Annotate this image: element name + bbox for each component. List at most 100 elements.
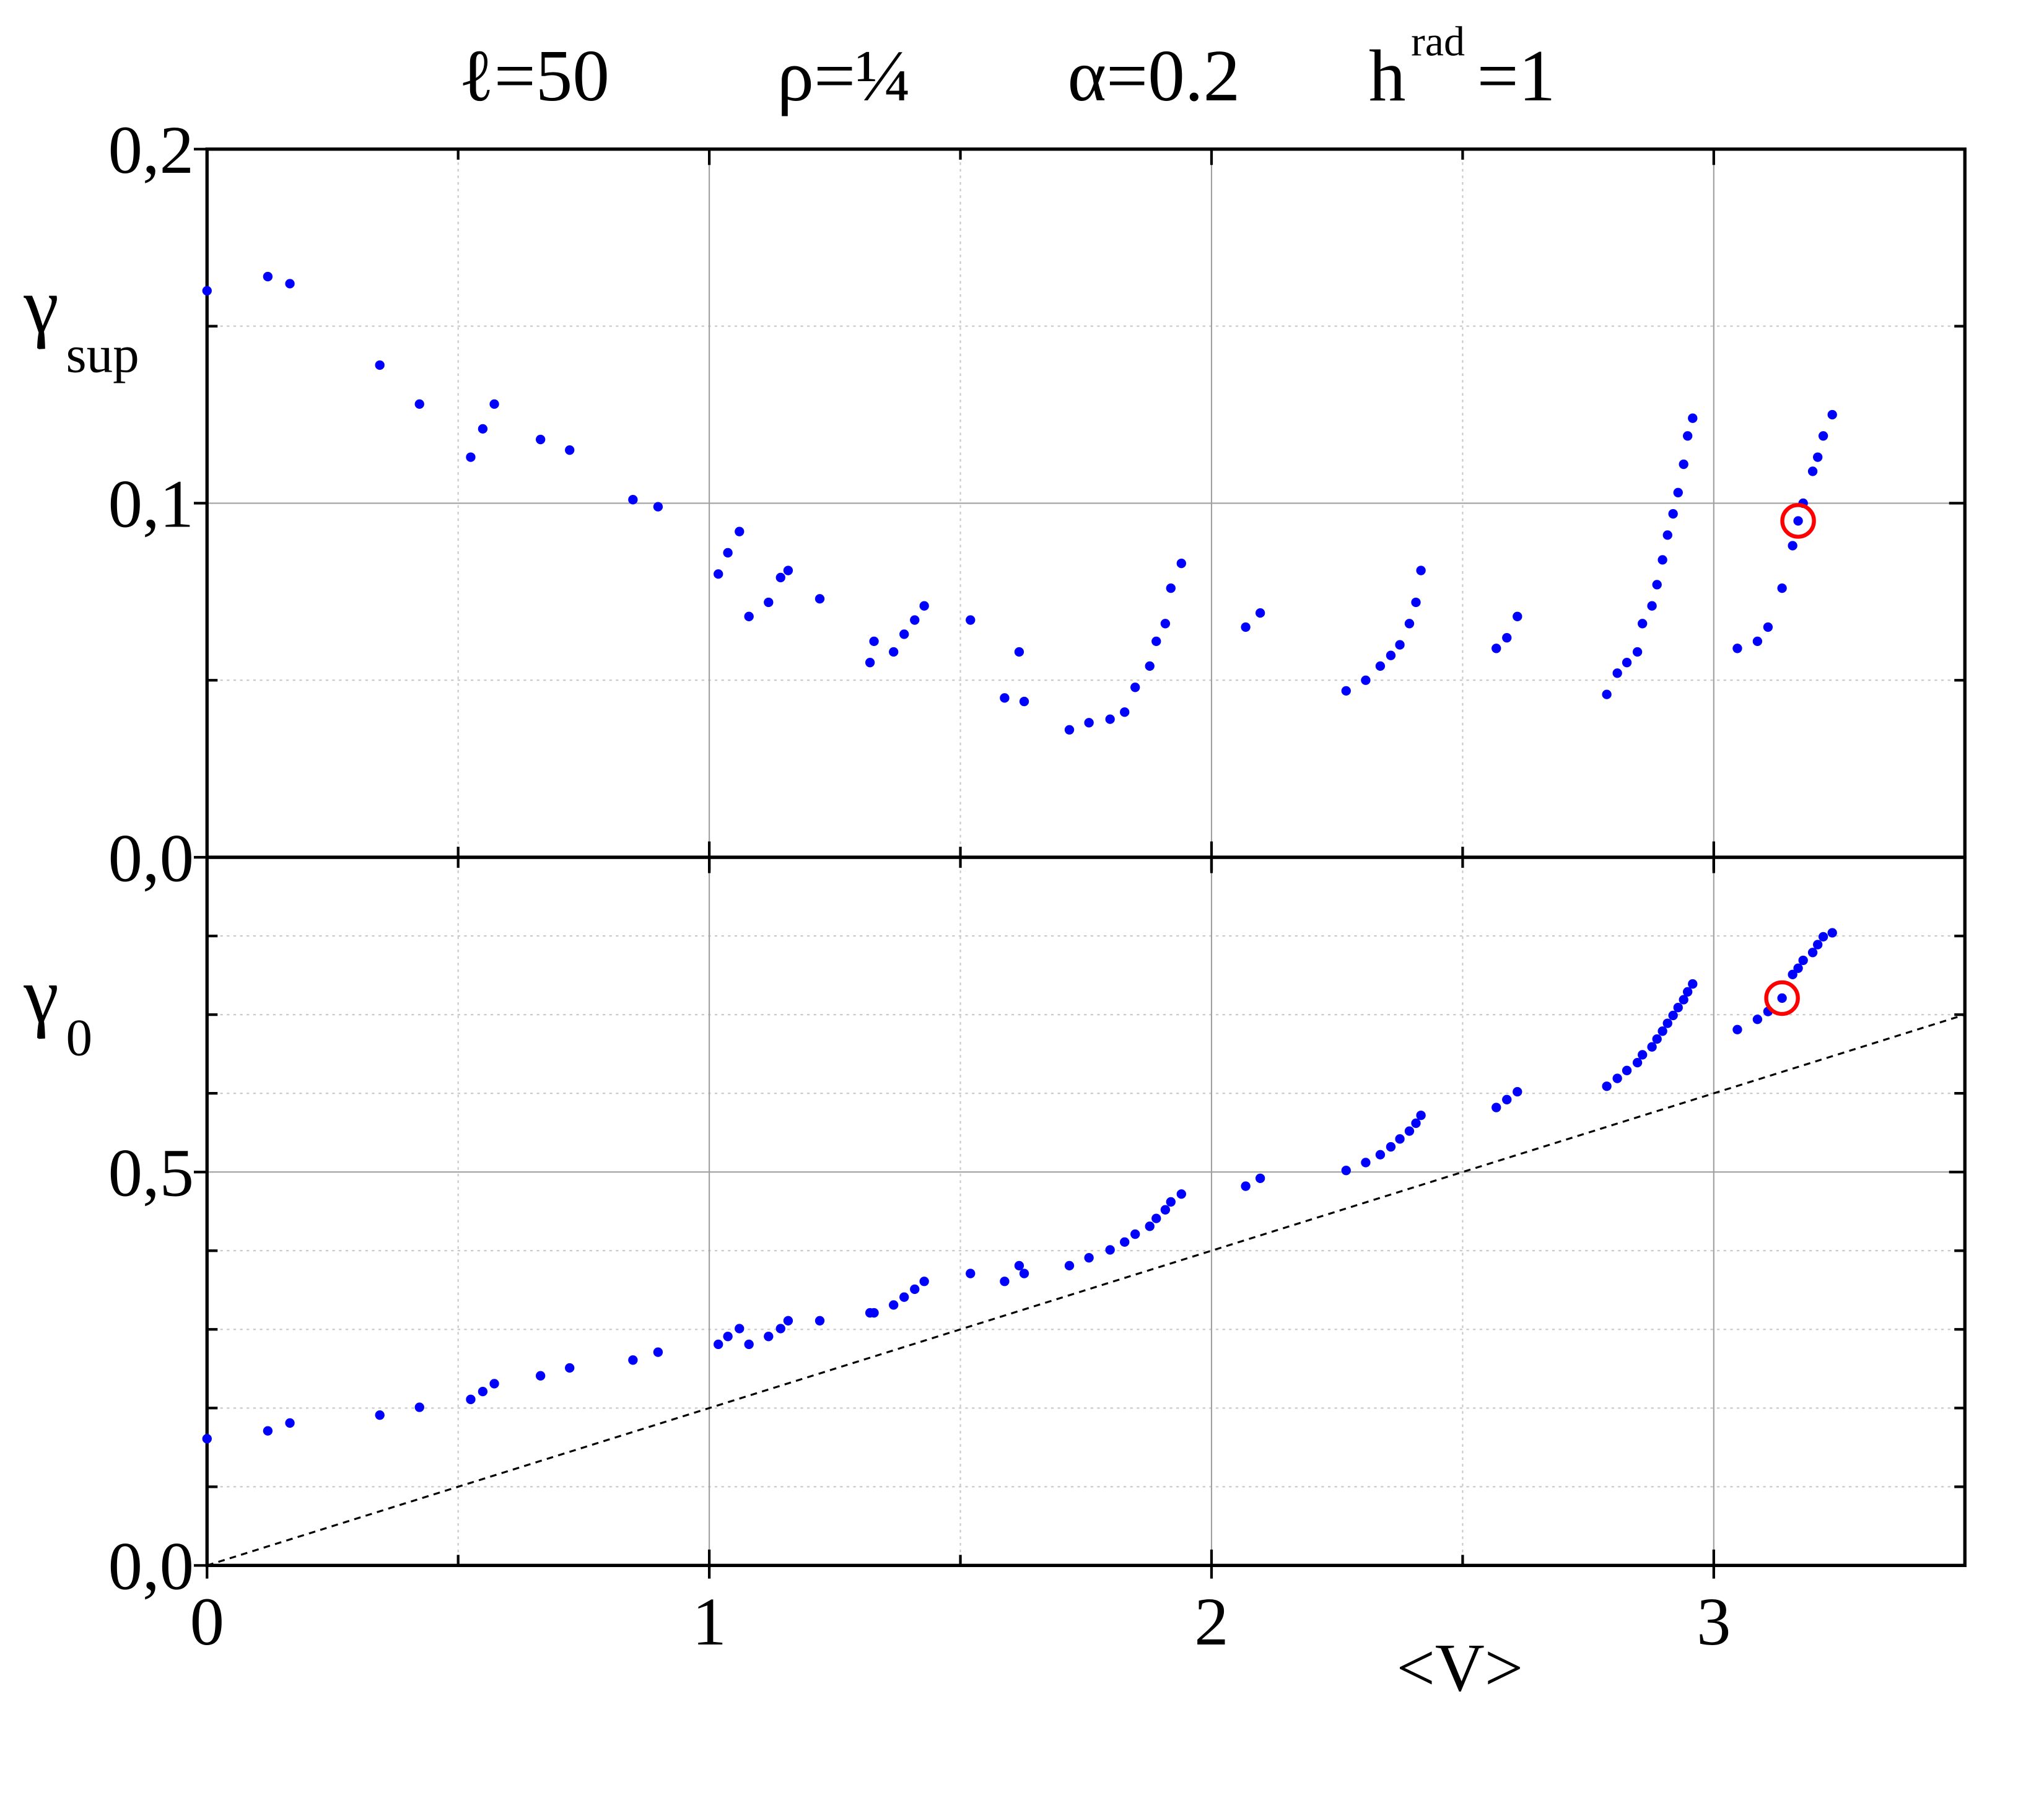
data-point xyxy=(1386,650,1396,660)
data-point xyxy=(1827,409,1837,420)
data-point xyxy=(1807,466,1818,476)
data-point xyxy=(966,615,976,625)
data-point xyxy=(1145,661,1155,671)
data-point xyxy=(1788,541,1797,551)
data-point xyxy=(1622,1065,1632,1075)
reference-line xyxy=(206,1013,1965,1566)
data-point xyxy=(653,1347,663,1357)
highlight-ring xyxy=(1780,503,1816,539)
data-point xyxy=(775,572,785,583)
data-point xyxy=(764,1332,774,1342)
data-point xyxy=(1404,1126,1415,1136)
data-point xyxy=(1662,530,1672,540)
data-point xyxy=(1492,1103,1501,1112)
data-point xyxy=(414,399,424,409)
data-point xyxy=(565,445,575,455)
data-point xyxy=(1395,1134,1405,1144)
data-point xyxy=(1361,675,1371,685)
data-point xyxy=(263,271,273,282)
data-point xyxy=(744,611,754,622)
data-point xyxy=(1241,1181,1251,1191)
data-point xyxy=(1602,689,1612,699)
data-point xyxy=(889,647,899,657)
data-point xyxy=(1375,1150,1386,1160)
data-point xyxy=(1647,601,1657,611)
data-point xyxy=(1818,932,1828,942)
data-point xyxy=(1014,1260,1024,1271)
title-superscript: rad xyxy=(1411,18,1465,65)
data-point xyxy=(628,1355,638,1365)
data-point xyxy=(1798,955,1808,966)
data-point xyxy=(536,434,546,445)
data-point xyxy=(489,1379,499,1389)
data-point xyxy=(1166,1197,1176,1207)
data-point xyxy=(1688,979,1698,989)
data-point xyxy=(653,502,663,512)
data-point xyxy=(1513,1086,1522,1097)
data-point xyxy=(1818,431,1828,441)
data-point xyxy=(1668,509,1678,519)
y-label-subscript: sup xyxy=(66,326,139,384)
data-point xyxy=(1084,718,1094,728)
x-tick-label: 2 xyxy=(1194,1583,1228,1659)
data-point xyxy=(783,1316,793,1326)
data-point xyxy=(1395,640,1405,650)
data-point xyxy=(1777,583,1787,593)
data-point xyxy=(1019,1269,1029,1278)
data-point xyxy=(1411,597,1421,608)
data-point xyxy=(1732,1024,1742,1034)
data-point xyxy=(714,1339,723,1350)
data-point xyxy=(815,1316,825,1326)
data-point xyxy=(202,286,212,296)
data-point xyxy=(865,657,875,668)
data-point xyxy=(1673,1003,1683,1013)
data-point xyxy=(1807,948,1818,958)
data-point xyxy=(478,424,488,434)
data-point xyxy=(1657,555,1667,565)
data-point xyxy=(1151,636,1161,647)
data-point xyxy=(1657,1026,1667,1036)
data-point xyxy=(1000,1277,1010,1286)
data-point xyxy=(1361,1158,1371,1168)
data-point xyxy=(869,636,879,647)
data-point xyxy=(919,601,929,611)
y-tick-label: 0,1 xyxy=(108,466,194,542)
data-point xyxy=(1120,1237,1130,1247)
y-tick-label: 0,0 xyxy=(108,819,194,896)
data-point xyxy=(1662,1018,1672,1028)
data-point xyxy=(285,279,295,289)
data-point xyxy=(1000,693,1010,703)
data-point xyxy=(375,360,385,370)
data-point xyxy=(744,1339,754,1350)
data-point xyxy=(723,548,733,558)
data-point xyxy=(1777,993,1787,1003)
title-part: h xyxy=(1369,35,1406,116)
data-point xyxy=(1732,644,1742,653)
data-point xyxy=(1341,686,1351,696)
data-point xyxy=(1064,725,1075,735)
data-point xyxy=(1668,1010,1678,1021)
x-tick-label: 1 xyxy=(692,1583,726,1659)
data-point xyxy=(1632,647,1643,657)
data-point xyxy=(1241,622,1251,632)
data-point xyxy=(1688,413,1698,423)
data-point xyxy=(1793,963,1803,973)
data-point xyxy=(1105,1245,1115,1255)
title-part: ℓ=50 xyxy=(458,35,609,116)
data-point xyxy=(1513,611,1522,622)
data-point xyxy=(1502,1094,1512,1104)
data-point xyxy=(815,594,825,604)
data-point xyxy=(899,629,909,639)
data-point xyxy=(263,1426,273,1436)
data-point xyxy=(466,452,476,462)
data-point xyxy=(1679,995,1688,1005)
data-point xyxy=(735,1324,745,1334)
data-point xyxy=(1612,668,1622,678)
data-point xyxy=(1176,1189,1186,1199)
data-point xyxy=(764,597,774,608)
data-point xyxy=(1752,636,1763,647)
y-label: γ xyxy=(23,951,58,1039)
data-point xyxy=(1375,661,1386,671)
data-point xyxy=(1014,647,1024,657)
data-point xyxy=(1105,714,1115,724)
